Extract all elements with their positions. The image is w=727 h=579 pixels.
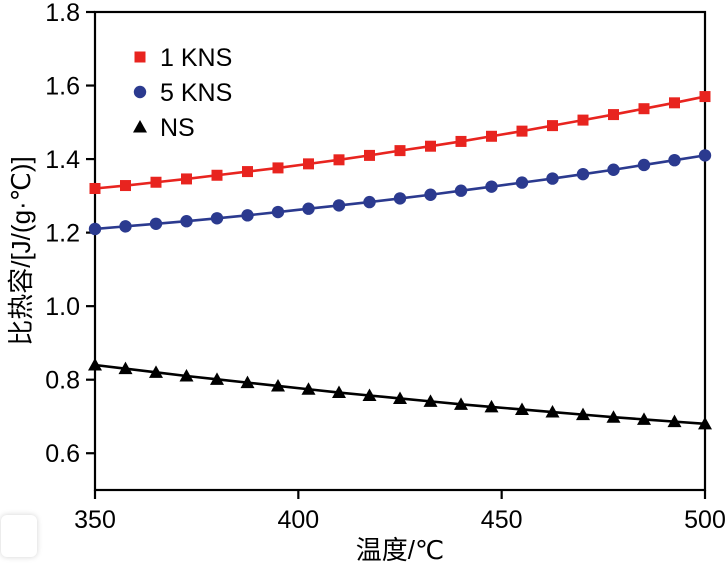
legend-marker-1-kns	[134, 51, 146, 63]
y-tick-label: 0.8	[45, 367, 80, 395]
series-marker-1-kns	[364, 149, 375, 161]
series-marker-1-kns	[272, 162, 284, 174]
legend-marker-5-kns	[133, 85, 147, 99]
series-marker-1-kns	[303, 158, 314, 170]
series-marker-ns	[118, 361, 133, 375]
series-marker-ns	[240, 375, 255, 389]
x-axis-title: 温度/℃	[356, 535, 444, 565]
series-marker-5-kns	[180, 215, 193, 228]
series-marker-5-kns	[332, 199, 346, 212]
series-marker-5-kns	[668, 153, 681, 167]
series-marker-5-kns	[454, 184, 468, 197]
series-marker-5-kns	[241, 209, 254, 222]
y-tick-label: 0.6	[45, 440, 80, 468]
series-marker-ns	[545, 405, 560, 418]
series-marker-ns	[423, 394, 438, 407]
series-marker-1-kns	[486, 130, 497, 142]
series-marker-ns	[393, 391, 407, 404]
series-marker-1-kns	[638, 103, 650, 115]
series-marker-ns	[210, 372, 224, 385]
series-marker-1-kns	[577, 114, 589, 126]
y-axis-title: 比热容/[J/(g·℃)]	[6, 156, 36, 346]
series-marker-ns	[332, 385, 346, 399]
legend-label-5-kns: 5 KNS	[160, 79, 232, 107]
legend-marker-ns	[133, 120, 147, 133]
series-marker-ns	[484, 399, 499, 413]
series-marker-1-kns	[150, 176, 162, 188]
series-marker-5-kns	[393, 192, 407, 205]
y-tick-label: 1.2	[45, 220, 80, 248]
series-marker-ns	[179, 369, 194, 382]
series-marker-5-kns	[210, 212, 224, 225]
series-marker-5-kns	[637, 158, 651, 172]
series-marker-1-kns	[516, 125, 528, 137]
series-marker-1-kns	[89, 182, 101, 194]
series-marker-ns	[271, 378, 285, 392]
series-marker-ns	[606, 410, 621, 423]
series-marker-ns	[698, 416, 712, 430]
series-marker-1-kns	[669, 97, 680, 109]
x-tick-label: 500	[684, 506, 726, 534]
series-marker-ns	[149, 365, 163, 378]
series-marker-5-kns	[576, 167, 590, 181]
series-marker-5-kns	[546, 172, 559, 185]
series-marker-ns	[637, 412, 651, 425]
series-marker-5-kns	[424, 188, 437, 201]
series-marker-1-kns	[181, 173, 192, 185]
series-marker-ns	[362, 388, 377, 402]
series-marker-5-kns	[485, 180, 498, 193]
series-marker-ns	[301, 382, 316, 395]
series-marker-1-kns	[699, 91, 711, 103]
series-marker-5-kns	[88, 222, 102, 236]
series-marker-1-kns	[455, 135, 467, 147]
series-marker-5-kns	[271, 205, 285, 219]
series-marker-5-kns	[607, 163, 620, 176]
series-marker-1-kns	[333, 154, 345, 166]
series-marker-1-kns	[394, 145, 406, 157]
y-tick-label: 1.6	[45, 73, 80, 101]
series-marker-ns	[88, 357, 102, 371]
series-marker-5-kns	[698, 149, 712, 162]
series-marker-5-kns	[149, 217, 163, 230]
series-marker-1-kns	[608, 109, 619, 121]
x-tick-label: 350	[74, 506, 116, 534]
x-tick-label: 400	[277, 506, 319, 534]
series-marker-1-kns	[120, 180, 131, 192]
legend-label-ns: NS	[160, 114, 195, 142]
corner-artifact	[1, 515, 37, 557]
series-marker-ns	[515, 402, 529, 415]
series-marker-1-kns	[425, 140, 436, 152]
y-tick-label: 1.0	[45, 293, 80, 321]
y-tick-label: 1.4	[45, 146, 80, 174]
plot-frame	[93, 10, 707, 492]
y-tick-label: 1.8	[45, 0, 80, 27]
series-marker-ns	[576, 407, 590, 421]
x-tick-label: 450	[481, 506, 523, 534]
series-marker-5-kns	[515, 176, 529, 189]
series-marker-5-kns	[302, 202, 315, 215]
series-marker-ns	[454, 397, 468, 410]
series-marker-1-kns	[547, 120, 558, 132]
series-marker-1-kns	[211, 169, 223, 181]
series-marker-1-kns	[242, 166, 253, 178]
series-marker-ns	[667, 414, 682, 428]
series-marker-5-kns	[363, 195, 376, 209]
series-marker-5-kns	[119, 220, 132, 233]
legend-label-1-kns: 1 KNS	[160, 44, 232, 72]
